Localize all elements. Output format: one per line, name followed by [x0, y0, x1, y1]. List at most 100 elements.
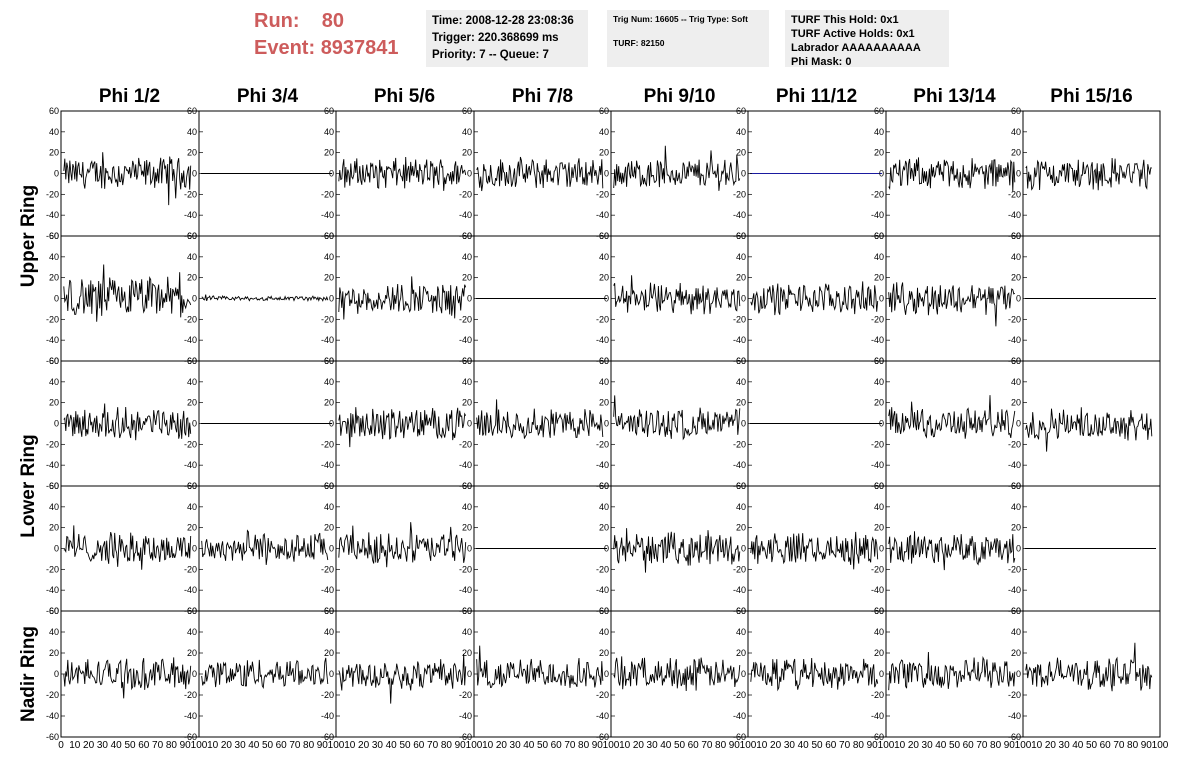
- y-tick-label: 0: [192, 419, 197, 429]
- y-tick-label: 60: [462, 106, 472, 116]
- y-tick-label: -40: [459, 210, 472, 220]
- y-tick-label: 40: [324, 502, 334, 512]
- panel-r5-c2: 60 40 20 0 -20 -40 -60: [184, 606, 337, 742]
- y-tick-label: 0: [879, 669, 884, 679]
- y-tick-label: -40: [733, 585, 746, 595]
- y-tick-label: -40: [459, 335, 472, 345]
- x-tick-label: 10: [756, 740, 768, 751]
- y-tick-label: 0: [879, 419, 884, 429]
- y-tick-label: 20: [599, 273, 609, 283]
- y-tick-label: 40: [324, 377, 334, 387]
- y-tick-label: -20: [596, 189, 609, 199]
- phi-header-4: Phi 7/8: [511, 86, 574, 107]
- y-tick-label: -40: [321, 210, 334, 220]
- x-tick-label: 100: [878, 740, 895, 751]
- y-tick-label: 20: [736, 523, 746, 533]
- y-tick-label: 60: [49, 231, 59, 241]
- y-tick-label: 60: [599, 481, 609, 491]
- x-tick-label: 50: [811, 740, 823, 751]
- y-tick-label: -60: [46, 356, 59, 366]
- y-tick-label: -40: [184, 210, 197, 220]
- x-tick-label: 70: [564, 740, 576, 751]
- y-tick-label: 20: [187, 273, 197, 283]
- y-tick-label: 60: [736, 106, 746, 116]
- y-tick-label: -20: [46, 439, 59, 449]
- y-tick-label: 0: [54, 669, 59, 679]
- trig-num-text: Trig Num: 16605 -- Trig Type: Soft: [613, 14, 748, 24]
- x-tick-label: 40: [111, 740, 123, 751]
- y-tick-label: -40: [459, 460, 472, 470]
- y-tick-label: -20: [459, 564, 472, 574]
- panel-r3-c1: 60 40 20 0 -20 -40 -60: [46, 356, 200, 491]
- y-tick-label: -20: [459, 189, 472, 199]
- y-tick-label: 60: [1011, 606, 1021, 616]
- x-tick-label: 50: [674, 740, 686, 751]
- x-tick-label: 20: [1045, 740, 1057, 751]
- turf-hold-text: TURF This Hold: 0x1: [791, 14, 899, 26]
- x-tick-label: 60: [963, 740, 975, 751]
- y-tick-label: 0: [467, 544, 472, 554]
- y-tick-label: 0: [879, 544, 884, 554]
- y-tick-label: 20: [599, 398, 609, 408]
- x-tick-label: 90: [1004, 740, 1016, 751]
- phi-header-2: Phi 3/4: [236, 86, 299, 107]
- y-tick-label: -60: [321, 732, 334, 742]
- y-tick-label: 0: [329, 294, 334, 304]
- waveform-trace: [338, 522, 467, 568]
- y-tick-label: -20: [596, 564, 609, 574]
- x-tick-label: 60: [276, 740, 288, 751]
- y-tick-label: 60: [324, 231, 334, 241]
- y-tick-label: 0: [467, 169, 472, 179]
- x-tick-label: 40: [660, 740, 672, 751]
- y-tick-label: -20: [871, 690, 884, 700]
- y-tick-label: 40: [462, 502, 472, 512]
- y-tick-label: -20: [46, 564, 59, 574]
- y-tick-label: 40: [187, 377, 197, 387]
- y-tick-label: 40: [736, 377, 746, 387]
- y-tick-label: 20: [324, 273, 334, 283]
- y-tick-label: -40: [871, 335, 884, 345]
- y-tick-label: -40: [459, 711, 472, 721]
- y-tick-label: 0: [1016, 294, 1021, 304]
- x-tick-label: 100: [466, 740, 483, 751]
- y-tick-label: 40: [324, 127, 334, 137]
- turf-active-text: TURF Active Holds: 0x1: [791, 28, 915, 40]
- x-tick-label: 50: [399, 740, 411, 751]
- y-tick-label: 40: [187, 627, 197, 637]
- x-tick-label: 30: [97, 740, 109, 751]
- y-tick-label: -20: [184, 564, 197, 574]
- y-tick-label: 0: [1016, 544, 1021, 554]
- waveform-trace: [888, 157, 1016, 192]
- y-tick-label: 60: [49, 356, 59, 366]
- y-tick-label: 60: [599, 231, 609, 241]
- y-tick-label: 40: [324, 252, 334, 262]
- turf-info-box: TURF This Hold: 0x1 TURF Active Holds: 0…: [785, 10, 949, 68]
- x-tick-label: 100: [603, 740, 620, 751]
- x-tick-label: 70: [427, 740, 439, 751]
- panel-r4-c1: 60 40 20 0 -20 -40 -60: [46, 481, 200, 616]
- y-tick-label: -20: [321, 439, 334, 449]
- y-tick-label: 0: [329, 544, 334, 554]
- y-tick-label: -20: [1008, 314, 1021, 324]
- y-tick-label: 20: [462, 523, 472, 533]
- y-tick-label: -20: [321, 564, 334, 574]
- y-tick-label: 40: [187, 502, 197, 512]
- y-tick-label: 40: [462, 627, 472, 637]
- y-tick-label: 20: [187, 148, 197, 158]
- y-tick-label: -20: [733, 564, 746, 574]
- x-tick-label: 90: [592, 740, 604, 751]
- x-tick-label: 30: [922, 740, 934, 751]
- run-row: Run: 80: [254, 8, 399, 35]
- y-tick-label: -60: [46, 606, 59, 616]
- x-tick-label: 80: [441, 740, 453, 751]
- y-tick-label: 0: [54, 544, 59, 554]
- waveform-trace: [1025, 642, 1153, 692]
- y-tick-label: -20: [733, 189, 746, 199]
- y-tick-label: 0: [604, 169, 609, 179]
